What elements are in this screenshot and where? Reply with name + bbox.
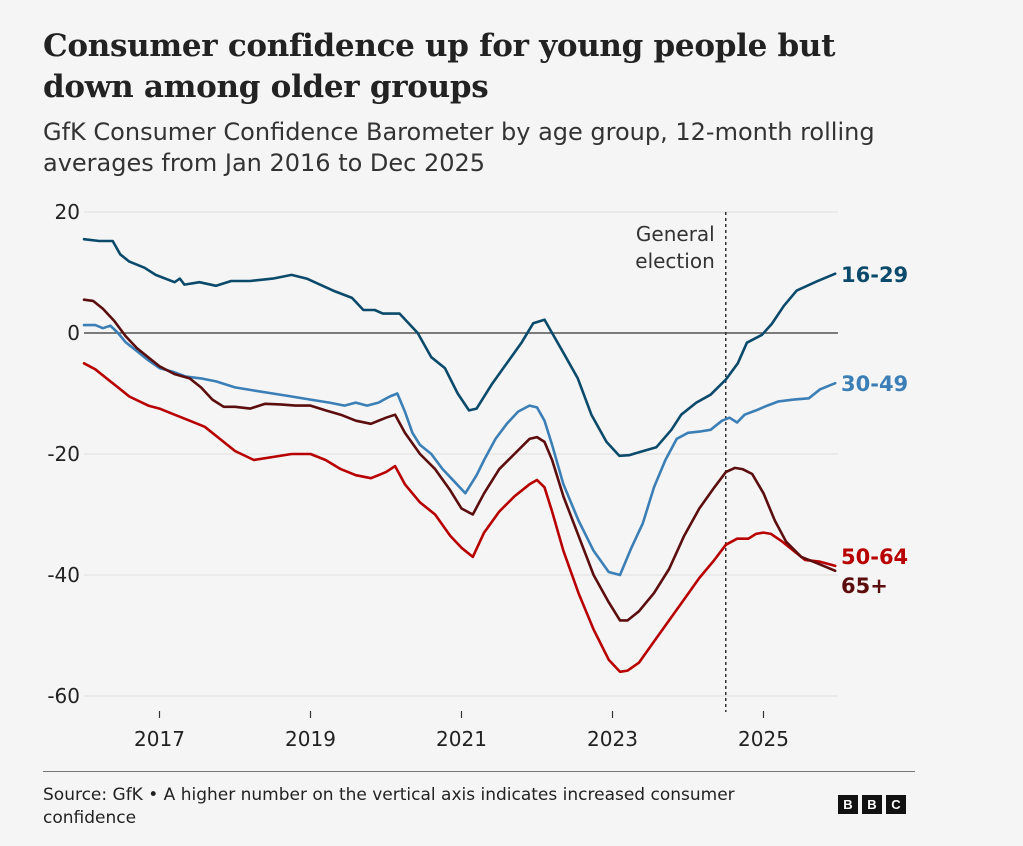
bbc-logo: B B C [838, 795, 906, 814]
y-tick-label: 20 [55, 200, 80, 224]
source-note: Source: GfK • A higher number on the ver… [43, 785, 735, 828]
series-lines [82, 237, 837, 674]
chart-title: Consumer confidence up for young people … [43, 28, 836, 105]
x-tick-label: 2025 [738, 727, 789, 751]
x-tick-label: 2019 [285, 727, 336, 751]
election-label: General [636, 222, 715, 246]
y-tick-label: 0 [67, 321, 80, 345]
y-tick-label: -20 [47, 442, 80, 466]
bbc-logo-letter: B [862, 795, 882, 814]
series-labels: 16-29 30-49 50-64 65+ [841, 263, 908, 598]
series-label-30-49: 30-49 [841, 372, 908, 396]
x-tick-label: 2021 [436, 727, 487, 751]
election-annotation: General election [635, 212, 727, 712]
x-tick-label: 2023 [587, 727, 638, 751]
y-axis: 20 0 -20 -40 -60 [47, 200, 80, 708]
election-label: election [635, 249, 714, 273]
series-label-50-64: 50-64 [841, 545, 908, 569]
y-tick-label: -60 [47, 684, 80, 708]
chart-subtitle: GfK Consumer Confidence Barometer by age… [43, 118, 875, 177]
footer-divider [43, 771, 915, 772]
bbc-logo-letter: C [886, 795, 906, 814]
series-line-50-64 [82, 362, 837, 674]
series-label-65+: 65+ [841, 574, 888, 598]
series-line-16-29 [82, 237, 837, 458]
gridlines [84, 211, 838, 697]
series-label-16-29: 16-29 [841, 263, 908, 287]
series-line-30-49 [82, 323, 837, 577]
x-axis: 2017 2019 2021 2023 2025 [134, 711, 789, 751]
y-tick-label: -40 [47, 563, 80, 587]
series-line-65+ [82, 298, 837, 622]
x-tick-label: 2017 [134, 727, 185, 751]
bbc-logo-letter: B [838, 795, 858, 814]
